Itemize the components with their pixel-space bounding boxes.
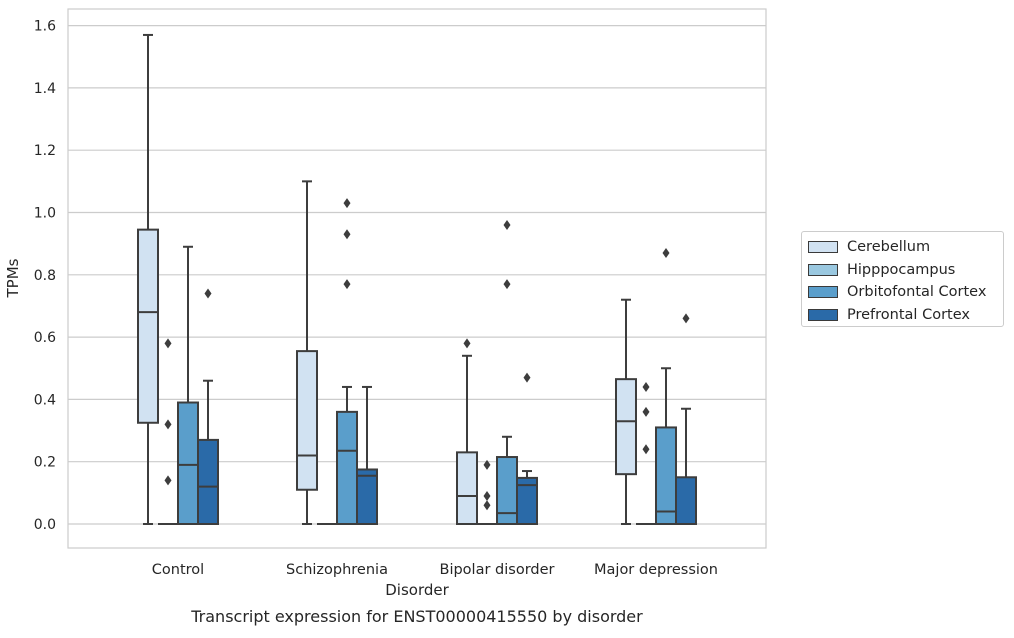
plot-frame: [67, 8, 767, 549]
box-3-4: [655, 247, 677, 525]
box-4-2: [356, 385, 378, 525]
legend-label: Cerebellum: [847, 239, 931, 256]
outlier-point: [642, 444, 650, 455]
y-tick-label: 0.4: [34, 392, 56, 408]
outlier-point: [642, 406, 650, 417]
box-4-4: [675, 313, 697, 525]
box-2-3: [477, 459, 497, 525]
y-tick-label: 1.2: [34, 143, 56, 159]
outlier-point: [164, 419, 172, 430]
box-body: [296, 350, 318, 491]
legend-item-cerebellum: Cerebellum: [808, 236, 997, 259]
legend-swatch-hippocampus: [808, 263, 838, 276]
x-tick-label: Major depression: [594, 562, 718, 578]
outlier-point: [662, 247, 670, 258]
outlier-point: [343, 198, 351, 209]
outlier-point: [343, 279, 351, 290]
x-tick-label: Bipolar disorder: [440, 562, 555, 578]
outlier-point: [204, 288, 212, 299]
box-body: [336, 410, 358, 525]
box-4-3: [516, 372, 538, 526]
box-body: [456, 451, 478, 526]
box-3-2: [336, 198, 358, 525]
box-1-3: [456, 338, 478, 526]
outlier-point: [523, 372, 531, 383]
legend-item-orbitofrontal: Orbitofontal Cortex: [808, 281, 997, 304]
y-tick-label: 0.0: [34, 517, 56, 533]
box-1-2: [296, 180, 318, 525]
y-tick-label: 1.6: [34, 19, 56, 35]
box-2-1: [158, 338, 178, 525]
box-body: [197, 438, 219, 525]
y-tick-label: 0.2: [34, 455, 56, 471]
y-axis-label: TPMs: [4, 258, 22, 298]
box-body: [516, 476, 538, 526]
x-tick-label: Control: [152, 562, 204, 578]
y-tick-label: 1.4: [34, 81, 56, 97]
box-1-1: [137, 33, 159, 525]
outlier-point: [503, 279, 511, 290]
outlier-point: [343, 229, 351, 240]
outlier-point: [483, 500, 491, 511]
outlier-point: [682, 313, 690, 324]
legend-swatch-prefrontal: [808, 308, 838, 321]
outlier-point: [483, 490, 491, 501]
legend-item-prefrontal: Prefrontal Cortex: [808, 304, 997, 327]
legend-swatch-cerebellum: [808, 241, 838, 254]
chart-title: Transcript expression for ENST0000041555…: [190, 607, 643, 626]
outlier-point: [642, 381, 650, 392]
box-1-4: [615, 298, 637, 525]
outlier-point: [463, 338, 471, 349]
legend-label: Orbitofontal Cortex: [847, 284, 987, 301]
y-tick-label: 1.0: [34, 206, 56, 222]
box-4-1: [197, 288, 219, 525]
legend: Cerebellum Hipppocampus Orbitofontal Cor…: [801, 231, 1004, 327]
box-body: [137, 228, 159, 424]
y-tick-label: 0.6: [34, 330, 56, 346]
outlier-point: [164, 338, 172, 349]
outlier-point: [164, 475, 172, 486]
x-tick-label: Schizophrenia: [286, 562, 388, 578]
box-body: [177, 401, 199, 526]
legend-swatch-orbitofrontal: [808, 286, 838, 299]
box-2-4: [636, 381, 656, 525]
box-body: [655, 426, 677, 525]
legend-item-hippocampus: Hipppocampus: [808, 259, 997, 282]
x-axis-label: Disorder: [385, 581, 449, 599]
box-3-3: [496, 219, 518, 525]
outlier-point: [503, 219, 511, 230]
legend-label: Prefrontal Cortex: [847, 306, 970, 323]
legend-label: Hipppocampus: [847, 261, 956, 278]
box-3-1: [177, 245, 199, 526]
outlier-point: [483, 459, 491, 470]
box-body: [356, 468, 378, 525]
box-body: [615, 378, 637, 476]
y-tick-label: 0.8: [34, 268, 56, 284]
box-body: [675, 476, 697, 525]
